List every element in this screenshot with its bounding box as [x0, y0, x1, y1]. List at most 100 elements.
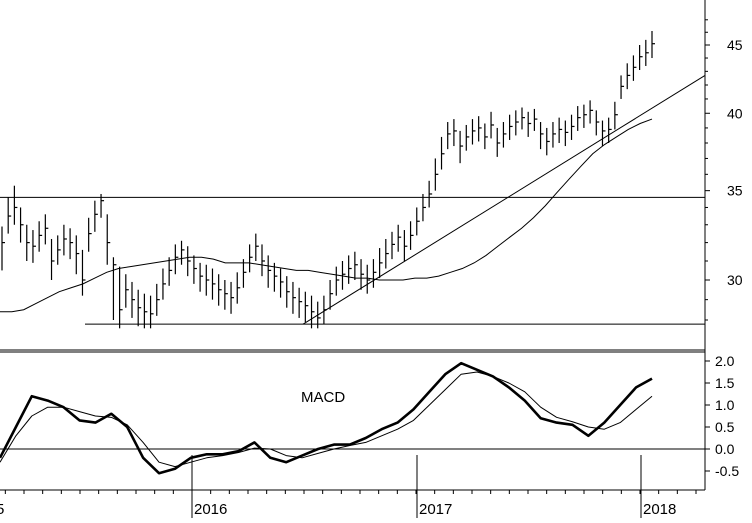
price-bar: [187, 246, 191, 277]
price-bar: [249, 244, 253, 273]
price-bar: [57, 235, 61, 265]
price-bar: [106, 214, 111, 265]
price-bar: [409, 221, 414, 250]
price-bar: [329, 280, 334, 310]
price-bar: [63, 224, 67, 256]
price-bar: [502, 122, 507, 148]
price-bar: [403, 230, 408, 261]
price-bar: [286, 276, 290, 308]
macd-lines: [0, 361, 653, 475]
price-bar: [236, 272, 241, 304]
x-tick-label: 2017: [419, 501, 452, 518]
price-bar: [601, 120, 606, 147]
price-bar: [539, 122, 544, 150]
x-axis-ticks: 5 2016 2017 2018: [0, 455, 697, 518]
price-lines: [0, 74, 706, 325]
price-bar: [193, 255, 197, 284]
price-y-tick-label: 40: [727, 105, 743, 121]
price-bar: [583, 104, 587, 128]
price-bar: [434, 158, 439, 191]
price-bar: [577, 106, 581, 131]
price-bar: [416, 207, 420, 236]
price-bar: [366, 264, 371, 294]
price-bar: [527, 111, 532, 137]
macd-y-tick-label: 0.5: [715, 419, 735, 435]
price-bar: [391, 231, 395, 260]
price-bar: [273, 262, 278, 292]
price-bar: [304, 291, 309, 323]
price-bar: [348, 255, 352, 284]
price-bar: [218, 274, 222, 306]
price-bar: [100, 193, 105, 218]
price-bar: [620, 75, 625, 99]
price-bar: [279, 268, 284, 298]
macd-y-tick-label: 1.0: [715, 397, 735, 413]
x-tick-label: 5: [0, 501, 4, 518]
price-bar: [310, 295, 315, 329]
price-bar: [490, 111, 495, 139]
price-bar: [156, 283, 160, 316]
price-bar: [69, 228, 74, 260]
price-y-tick-label: 30: [727, 272, 743, 288]
macd-label: MACD: [301, 389, 345, 406]
price-bar: [564, 120, 569, 147]
x-tick-label: 2016: [194, 501, 227, 518]
moving-average-line: [0, 118, 653, 313]
price-y-tick-label: 35: [727, 183, 743, 199]
price-bar: [112, 257, 117, 320]
price-bar: [255, 233, 259, 261]
price-bar: [94, 200, 98, 232]
price-bar: [521, 107, 525, 130]
price-bar: [360, 259, 365, 290]
price-bar: [459, 130, 464, 164]
price-bar: [26, 224, 30, 261]
price-bar: [162, 268, 166, 300]
price-bar: [496, 127, 501, 157]
macd-y-tick-label: 1.5: [715, 375, 735, 391]
price-bar: [558, 117, 563, 143]
price-bar: [32, 230, 36, 263]
price-bar: [180, 240, 185, 265]
price-bar: [465, 124, 470, 151]
price-bar: [422, 193, 426, 222]
price-bar: [589, 100, 594, 124]
price-bar: [88, 217, 92, 252]
price-bar: [546, 127, 550, 156]
price-bar: [552, 122, 556, 148]
price-bar: [614, 101, 618, 130]
price-bar: [211, 268, 216, 300]
price-bar: [38, 221, 43, 252]
price-bar: [242, 259, 247, 288]
price-bar: [533, 108, 538, 131]
price-bar: [292, 281, 296, 314]
price-bar: [230, 281, 235, 314]
price-bar: [447, 122, 451, 150]
price-bar: [19, 207, 24, 243]
price-bar: [509, 114, 513, 140]
price-horizontal-lines: [0, 196, 705, 450]
price-bars: [1, 31, 655, 329]
price-bar: [205, 264, 210, 296]
price-bar: [335, 266, 340, 296]
price-bar: [428, 180, 433, 208]
price-bar: [131, 281, 135, 318]
price-bar: [149, 295, 154, 329]
price-bar: [645, 39, 649, 66]
price-bar: [385, 238, 389, 269]
price-bar: [341, 260, 346, 290]
price-bar: [298, 287, 303, 318]
price-bar: [478, 116, 482, 142]
macd-y-tick-label: -0.5: [715, 463, 739, 479]
price-bar: [608, 117, 612, 143]
x-tick-label: 2018: [643, 501, 676, 518]
price-bar: [50, 238, 55, 280]
price-bar: [75, 235, 80, 275]
price-bar: [632, 55, 637, 81]
macd-y-tick-label: 0.0: [715, 441, 735, 457]
price-bar: [267, 255, 272, 288]
price-bar: [354, 251, 358, 280]
price-bar: [137, 289, 142, 327]
price-bar: [595, 110, 600, 136]
